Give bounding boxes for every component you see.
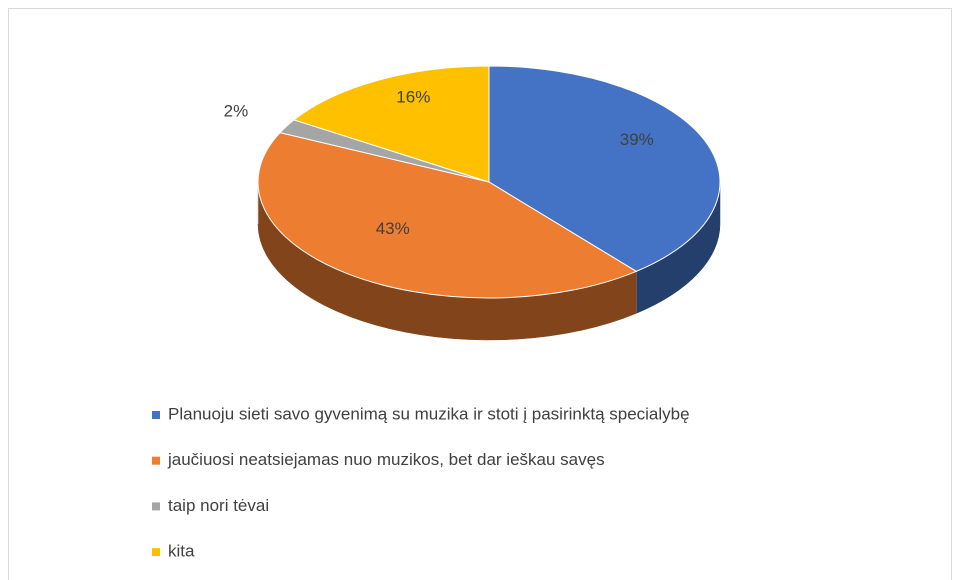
data-label: 2% xyxy=(224,102,249,121)
legend-swatch xyxy=(152,456,160,465)
legend-label: kita xyxy=(168,542,195,561)
legend-label: jaučiuosi neatsiejamas nuo muzikos, bet … xyxy=(167,450,605,469)
legend-swatch xyxy=(152,548,160,557)
slice xyxy=(292,65,490,183)
legend-label: Planuoju sieti savo gyvenimą su muzika i… xyxy=(168,404,690,423)
data-label: 39% xyxy=(620,130,654,149)
data-label: 43% xyxy=(376,219,410,238)
slice xyxy=(257,132,638,299)
legend-swatch xyxy=(152,502,160,511)
slice xyxy=(488,65,721,272)
legend-label: taip nori tėvai xyxy=(168,496,269,515)
legend-swatch xyxy=(152,411,160,419)
data-label: 16% xyxy=(396,87,430,106)
